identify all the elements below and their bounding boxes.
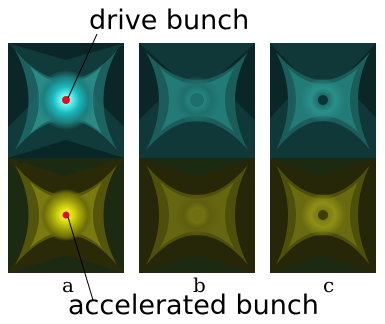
panel-c	[270, 43, 376, 273]
panel-b-accelerated-field	[139, 158, 255, 273]
panel-b-drive-field	[139, 43, 255, 158]
accelerated-bunch-marker	[62, 211, 70, 219]
panel-c-drive-field	[270, 43, 376, 158]
panel-a	[8, 43, 124, 273]
panel-c-letter: c	[323, 273, 335, 297]
drive-bunch-leader-line	[67, 33, 98, 99]
accelerated-bunch-label: accelerated bunch	[68, 290, 319, 321]
panel-b	[139, 43, 255, 273]
panel-b-letter: b	[193, 273, 206, 297]
panel-a-letter: a	[62, 273, 74, 297]
accelerated-bunch-leader-line	[67, 216, 94, 301]
drive-bunch-label: drive bunch	[89, 5, 250, 36]
panel-c-accelerated-field	[270, 158, 376, 273]
